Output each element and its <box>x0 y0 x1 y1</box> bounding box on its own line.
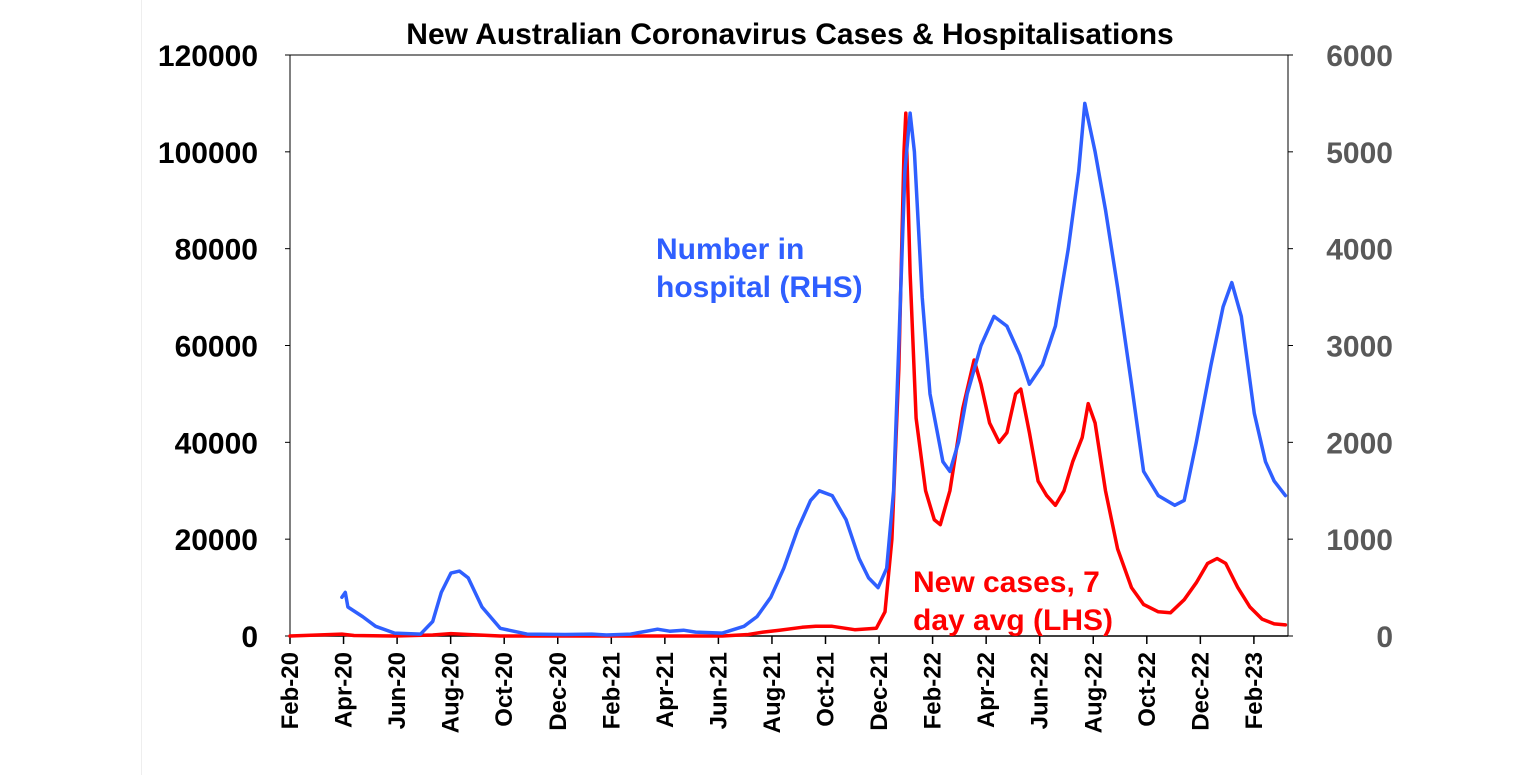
x-axis-ticks: Feb-20 Apr-20 Jun-20 Aug-20 Oct-20 Dec-20 Feb-… <box>277 636 1268 733</box>
x-tick-label: Oct-21 <box>813 652 840 727</box>
series-layer <box>288 101 1288 638</box>
x-tick-label: Jun-20 <box>384 652 411 729</box>
x-tick-label: Aug-21 <box>759 652 786 733</box>
series-label-hospital: Number in hospital (RHS) <box>656 233 863 304</box>
left-tick-label: 100000 <box>158 137 258 170</box>
x-tick-label: Feb-20 <box>277 652 304 729</box>
right-tick-label: 6000 <box>1326 40 1393 73</box>
right-tick-label: 1000 <box>1326 524 1393 557</box>
right-tick-label: 0 <box>1376 621 1393 654</box>
x-tick-label: Feb-21 <box>598 652 625 729</box>
left-axis-ticks: 0 20000 40000 60000 80000 100000 120000 <box>158 40 290 654</box>
left-tick-label: 120000 <box>158 40 258 73</box>
series-annotations: New cases, 7 day avg (LHS) Number in hospit… <box>656 233 1113 637</box>
x-tick-label: Oct-22 <box>1134 652 1161 727</box>
right-tick-label: 4000 <box>1326 234 1393 267</box>
x-tick-label: Dec-21 <box>866 652 893 731</box>
left-tick-label: 40000 <box>175 427 258 460</box>
x-tick-label: Apr-20 <box>331 652 358 728</box>
right-tick-label: 5000 <box>1326 137 1393 170</box>
right-tick-label: 2000 <box>1326 427 1393 460</box>
x-tick-label: Feb-23 <box>1241 652 1268 729</box>
x-tick-label: Aug-20 <box>438 652 465 733</box>
page-edge-line <box>141 0 142 775</box>
series-line-hospital <box>340 101 1288 637</box>
x-tick-label: Apr-22 <box>973 652 1000 728</box>
x-tick-label: Oct-20 <box>491 652 518 727</box>
right-tick-label: 3000 <box>1326 331 1393 364</box>
x-tick-label: Dec-22 <box>1187 652 1214 731</box>
x-tick-label: Dec-20 <box>545 652 572 731</box>
x-tick-label: Aug-22 <box>1080 652 1107 733</box>
series-line-new-cases <box>288 111 1288 638</box>
series-label-new-cases: New cases, 7 day avg (LHS) <box>913 566 1113 637</box>
left-tick-label: 80000 <box>175 234 258 267</box>
x-tick-label: Feb-22 <box>920 652 947 729</box>
right-axis-ticks: 0 1000 2000 3000 4000 5000 6000 <box>1288 40 1393 654</box>
x-tick-label: Apr-21 <box>652 652 679 728</box>
x-tick-label: Jun-21 <box>705 652 732 729</box>
chart-title: New Australian Coronavirus Cases & Hospi… <box>406 18 1173 51</box>
left-tick-label: 0 <box>241 621 258 654</box>
left-tick-label: 60000 <box>175 331 258 364</box>
left-tick-label: 20000 <box>175 524 258 557</box>
x-tick-label: Jun-22 <box>1027 652 1054 729</box>
